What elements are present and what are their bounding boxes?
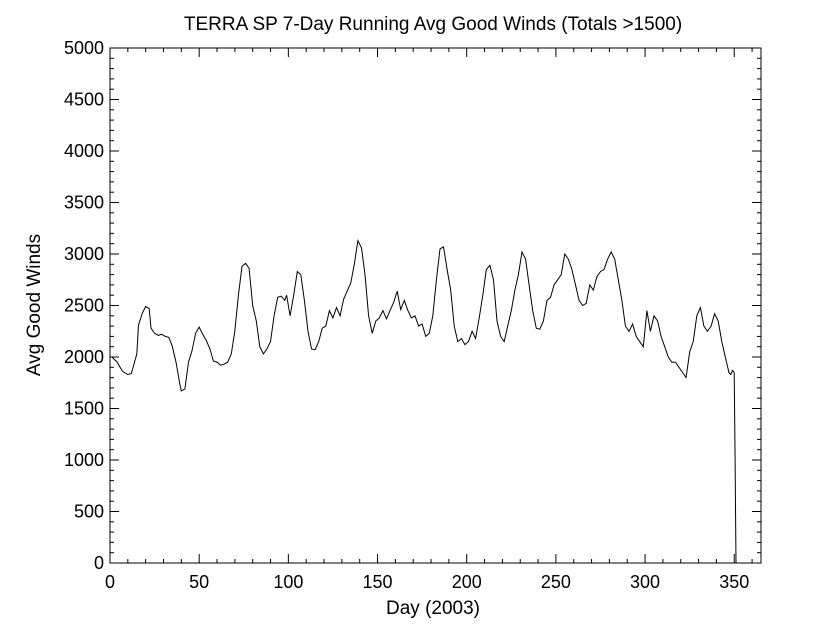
y-tick-label: 4500	[64, 90, 104, 110]
plot-frame	[109, 47, 762, 564]
y-tick-label: 2000	[64, 347, 104, 367]
x-axis-label: Day (2003)	[386, 598, 480, 619]
y-tick-label: 3000	[64, 244, 104, 264]
series-layer	[111, 238, 737, 564]
y-axis: 0 500 1000 1500 2000 2500 3000 3500 4000 4500 5000	[64, 38, 761, 573]
y-axis-label: Avg Good Winds	[24, 234, 45, 376]
chart-title: TERRA SP 7-Day Running Avg Good Winds (T…	[184, 14, 682, 35]
y-tick-label: 3500	[64, 193, 104, 213]
y-tick-label: 2500	[64, 296, 104, 316]
x-tick-label: 350	[719, 572, 749, 592]
series-line	[111, 238, 737, 564]
x-tick-label: 300	[630, 572, 660, 592]
x-tick-label: 50	[189, 572, 209, 592]
y-tick-label: 500	[74, 502, 104, 522]
x-tick-label: 150	[363, 572, 393, 592]
y-tick-label: 1500	[64, 399, 104, 419]
y-tick-label: 1000	[64, 450, 104, 470]
y-tick-label: 4000	[64, 141, 104, 161]
y-tick-label: 5000	[64, 38, 104, 58]
x-tick-label: 250	[541, 572, 571, 592]
x-tick-label: 0	[105, 572, 115, 592]
y-tick-label: 0	[94, 553, 104, 573]
x-axis: 0 50 100 150 200 250 300 350	[105, 48, 753, 592]
x-tick-label: 200	[452, 572, 482, 592]
x-tick-label: 100	[273, 572, 303, 592]
